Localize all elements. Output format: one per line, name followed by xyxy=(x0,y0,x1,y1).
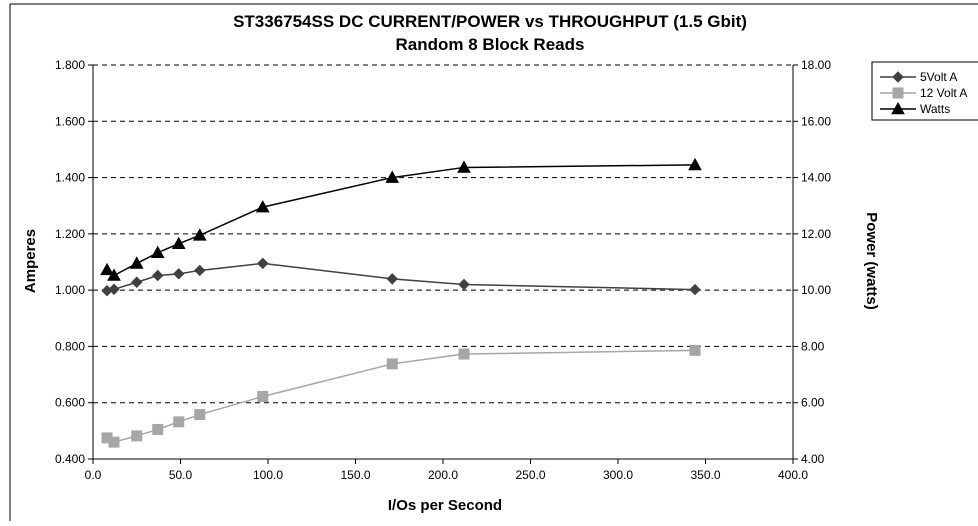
x-tick-label: 250.0 xyxy=(515,468,545,482)
y-right-tick-label: 4.00 xyxy=(801,452,825,466)
data-point-watts xyxy=(129,256,144,269)
y-axis-left-label: Amperes xyxy=(22,229,39,293)
data-point-12-volt-a xyxy=(108,436,120,448)
y-left-tick-label: 1.800 xyxy=(55,58,85,72)
data-point-12-volt-a xyxy=(131,430,143,442)
data-point-5volt-a xyxy=(173,268,185,280)
y-left-tick-label: 1.400 xyxy=(55,171,85,185)
y-right-tick-label: 16.00 xyxy=(801,114,831,128)
data-point-5volt-a xyxy=(257,257,269,270)
y-right-tick-label: 6.00 xyxy=(801,396,825,410)
y-right-tick-label: 12.00 xyxy=(801,227,831,241)
y-right-tick-label: 14.00 xyxy=(801,171,831,185)
data-point-5volt-a xyxy=(194,264,206,277)
data-point-12-volt-a xyxy=(458,348,470,360)
data-point-watts xyxy=(107,268,121,281)
data-point-watts xyxy=(688,157,702,171)
y-axis-right-label: Power (watts) xyxy=(863,212,880,310)
y-left-tick-label: 0.600 xyxy=(55,396,85,410)
data-point-watts xyxy=(171,236,186,250)
x-tick-label: 50.0 xyxy=(169,468,193,482)
y-left-tick-label: 1.600 xyxy=(55,114,85,128)
x-tick-label: 400.0 xyxy=(778,468,808,482)
x-axis-label: I/Os per Second xyxy=(388,497,502,514)
data-point-12-volt-a xyxy=(194,409,206,421)
data-point-5volt-a xyxy=(386,273,398,285)
series-line-12-volt-a xyxy=(106,349,696,443)
data-point-12-volt-a xyxy=(386,358,398,370)
x-tick-label: 100.0 xyxy=(253,468,283,482)
series-line-5volt-a xyxy=(106,262,696,292)
y-right-tick-label: 18.00 xyxy=(801,58,831,72)
data-point-5volt-a xyxy=(689,283,701,296)
data-point-watts xyxy=(457,160,471,173)
legend-marker-watts xyxy=(891,101,905,115)
legend-marker-12-volt-a xyxy=(892,87,904,99)
chart-title: ST336754SS DC CURRENT/POWER vs THROUGHPU… xyxy=(233,12,747,31)
x-tick-label: 0.0 xyxy=(85,468,102,482)
legend-marker-5volt-a xyxy=(892,71,904,83)
legend-label-5volt-a: 5Volt A xyxy=(920,70,957,84)
data-point-12-volt-a xyxy=(152,423,164,435)
data-point-watts xyxy=(150,245,165,259)
y-left-tick-label: 0.800 xyxy=(55,339,85,353)
y-right-tick-label: 8.00 xyxy=(801,339,825,353)
data-point-watts xyxy=(192,228,207,241)
data-point-watts xyxy=(100,262,114,276)
data-point-5volt-a xyxy=(131,276,143,288)
series-layer xyxy=(100,157,702,448)
data-point-12-volt-a xyxy=(257,391,269,403)
y-left-tick-label: 1.200 xyxy=(55,227,85,241)
data-point-12-volt-a xyxy=(689,344,701,356)
data-point-5volt-a xyxy=(108,283,120,296)
legend-label-12-volt-a: 12 Volt A xyxy=(920,86,967,100)
data-point-watts xyxy=(385,170,400,183)
data-point-5volt-a xyxy=(458,278,470,291)
data-point-12-volt-a xyxy=(173,416,185,428)
axes-layer: 0.400 4.00 0.600 6.00 0.800 8.00 1.000 10.00 1.2… xyxy=(55,58,831,482)
x-tick-label: 200.0 xyxy=(428,468,458,482)
data-point-5volt-a xyxy=(152,269,164,282)
x-tick-label: 150.0 xyxy=(340,468,370,482)
y-left-tick-label: 1.000 xyxy=(55,283,85,297)
x-tick-label: 350.0 xyxy=(690,468,720,482)
x-tick-label: 300.0 xyxy=(603,468,633,482)
data-point-watts xyxy=(255,200,270,213)
y-left-tick-label: 0.400 xyxy=(55,452,85,466)
series-line-watts xyxy=(106,164,696,277)
chart-subtitle: Random 8 Block Reads xyxy=(396,35,585,54)
legend-label-watts: Watts xyxy=(920,102,950,116)
legend: 5Volt A 12 Volt A Watts xyxy=(871,61,978,121)
y-right-tick-label: 10.00 xyxy=(801,283,831,297)
legend-box xyxy=(871,61,978,121)
